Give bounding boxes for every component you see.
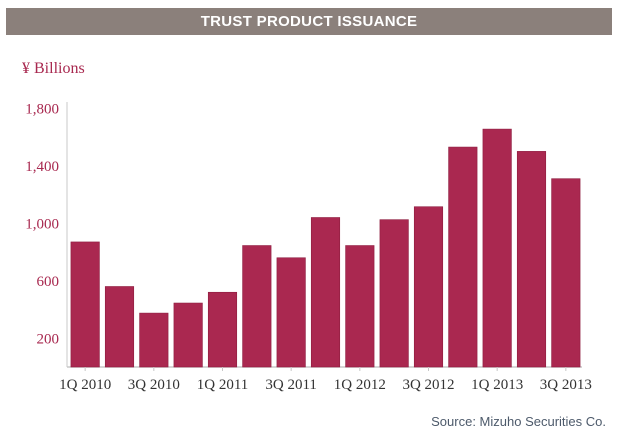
chart-title: TRUST PRODUCT ISSUANCE xyxy=(6,8,612,35)
y-tick-label: 1,800 xyxy=(25,101,59,117)
x-tick-label: 1Q 2012 xyxy=(334,377,386,393)
x-tick-label: 3Q 2012 xyxy=(402,377,454,393)
bar-3Q-2010 xyxy=(139,312,169,368)
x-tick-label: 3Q 2011 xyxy=(265,377,317,393)
y-tick-label: 1,000 xyxy=(25,216,59,232)
x-tick-label: 3Q 2010 xyxy=(128,377,180,393)
bar-2Q-2010 xyxy=(104,286,135,368)
bar-3Q-2013 xyxy=(551,178,581,368)
y-axis-unit-label: ¥ Billions xyxy=(22,60,85,77)
y-tick-label: 600 xyxy=(37,274,60,290)
bar-3Q-2011 xyxy=(276,257,306,368)
x-tick-label: 1Q 2013 xyxy=(471,377,523,393)
y-tick-label: 200 xyxy=(37,331,60,347)
bar-4Q-2010 xyxy=(173,302,203,368)
bar-4Q-2011 xyxy=(310,217,341,368)
x-tick-label: 1Q 2011 xyxy=(197,377,249,393)
bar-1Q-2011 xyxy=(207,291,238,368)
y-tick-label: 1,400 xyxy=(25,159,59,175)
bar-4Q-2012 xyxy=(448,146,478,368)
bar-2Q-2012 xyxy=(379,219,409,368)
source-note: Source: Mizuho Securities Co. xyxy=(431,414,606,429)
bar-3Q-2012 xyxy=(413,206,444,368)
bar-1Q-2012 xyxy=(345,245,375,368)
x-tick-label: 3Q 2013 xyxy=(540,377,592,393)
bar-2Q-2011 xyxy=(242,245,272,368)
x-tick-label: 1Q 2010 xyxy=(59,377,111,393)
bar-1Q-2013 xyxy=(482,128,512,368)
bar-2Q-2013 xyxy=(516,151,547,368)
bar-1Q-2010 xyxy=(70,241,100,368)
